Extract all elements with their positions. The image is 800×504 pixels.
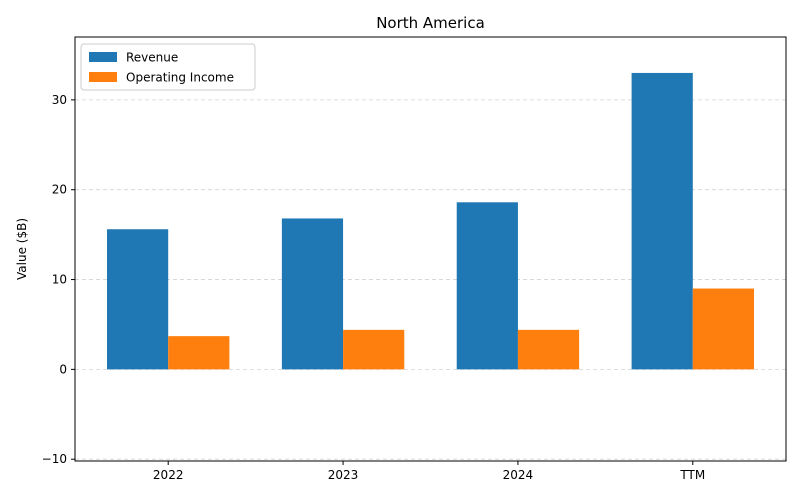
bar-revenue [107, 229, 169, 370]
y-tick-label: −10 [42, 452, 67, 466]
legend-swatch [89, 52, 117, 62]
x-tick-label: TTM [679, 468, 705, 482]
bar-operating-income [692, 288, 754, 370]
legend-label: Operating Income [126, 71, 234, 85]
legend: Revenue Operating Income [80, 43, 256, 91]
bar-revenue [281, 218, 344, 370]
bar-operating-income [343, 329, 405, 370]
bar-revenue [631, 72, 693, 370]
bar-operating-income [168, 336, 230, 370]
x-tick-label: 2024 [503, 468, 534, 482]
bar-operating-income [517, 329, 580, 370]
y-tick-label: 0 [59, 362, 67, 376]
legend-box [80, 43, 256, 91]
y-tick-label: 30 [52, 93, 67, 107]
bar-revenue [456, 202, 518, 370]
legend-swatch [89, 72, 117, 82]
plot-frame [74, 36, 787, 462]
ticks-layer: −10 0 10 20 30 2022 2023 2024 TTM [42, 93, 706, 482]
x-tick-label: 2023 [328, 468, 359, 482]
bars-layer [107, 72, 754, 370]
y-axis-label: Value ($B) [15, 218, 29, 280]
legend-label: Revenue [126, 51, 178, 65]
y-tick-label: 20 [52, 183, 67, 197]
chart-title: North America [376, 14, 485, 32]
y-tick-label: 10 [52, 273, 67, 287]
x-tick-label: 2022 [153, 468, 184, 482]
